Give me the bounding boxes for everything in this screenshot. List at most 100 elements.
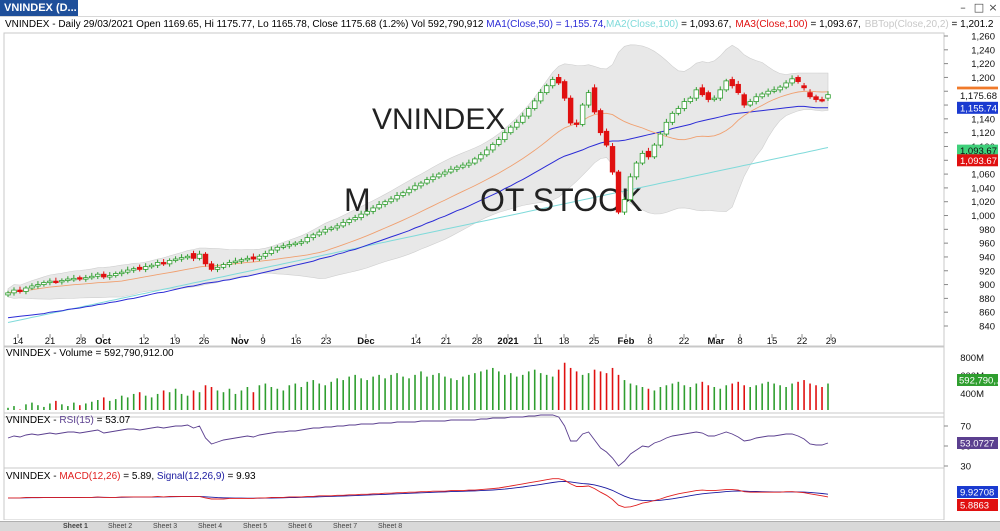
- candle-body: [508, 126, 514, 134]
- candle-body: [154, 262, 161, 266]
- price-badge: [957, 144, 998, 157]
- candle-body: [735, 83, 741, 94]
- sheet-tab[interactable]: Sheet 7: [333, 523, 358, 530]
- candle-body: [514, 121, 520, 128]
- date-tick-label: 28: [472, 336, 483, 347]
- macd-pane: [3, 467, 945, 520]
- candle-body: [358, 213, 364, 218]
- minimize-icon[interactable]: –: [960, 1, 966, 14]
- candle-body: [184, 255, 191, 259]
- candle-body: [65, 278, 71, 281]
- candle-body: [382, 201, 388, 205]
- candle-body: [549, 79, 556, 87]
- price-tick-label: 1,220: [971, 59, 995, 70]
- candle-body: [59, 280, 65, 283]
- price-badge-text: 1,093.67: [960, 156, 997, 167]
- candle-body: [5, 292, 11, 296]
- candle-body: [23, 287, 29, 292]
- date-tick-label: 14: [411, 336, 422, 347]
- candle-body: [77, 277, 83, 280]
- candle-body: [633, 162, 640, 178]
- candle-body: [376, 204, 382, 209]
- candle-body: [484, 149, 490, 156]
- watermark-line3: OT STOCK: [480, 182, 642, 218]
- candle-body: [95, 273, 101, 277]
- date-tick-label: 22: [797, 336, 808, 347]
- price-badge-text: 1,093.67: [960, 146, 997, 157]
- candle-body: [322, 228, 328, 233]
- candle-body: [232, 260, 239, 263]
- candle-body: [304, 237, 310, 243]
- candle-body: [310, 234, 316, 239]
- candle-body: [83, 277, 89, 280]
- candle-body: [711, 97, 717, 101]
- candle-body: [298, 241, 304, 244]
- candle-body: [406, 188, 412, 194]
- candle-body: [29, 285, 35, 289]
- price-tick-label: 1,200: [971, 73, 995, 84]
- candle-body: [651, 144, 658, 158]
- candle-body: [555, 77, 562, 84]
- date-tick-label: 16: [291, 336, 302, 347]
- candle-body: [214, 266, 221, 270]
- candle-body: [603, 130, 610, 146]
- date-tick-label: 14: [13, 336, 24, 347]
- date-tick-label: 28: [76, 336, 87, 347]
- candle-body: [172, 258, 179, 261]
- candle-body: [220, 264, 227, 268]
- candle-body: [813, 96, 819, 100]
- candle-body: [687, 97, 694, 102]
- candle-body: [675, 108, 682, 114]
- sheet-tab[interactable]: Sheet 1: [63, 523, 88, 530]
- candle-body: [579, 104, 586, 125]
- price-tick-label: 860: [979, 308, 995, 319]
- volume-badge-text: 592,790,...: [959, 376, 1000, 387]
- candle-body: [226, 262, 233, 265]
- sheet-tab[interactable]: Sheet 4: [198, 523, 223, 530]
- candle-body: [166, 260, 173, 265]
- candle-body: [490, 144, 496, 151]
- date-tick-label: 19: [170, 336, 181, 347]
- candle-body: [53, 280, 59, 284]
- chart-tab[interactable]: VNINDEX (D...: [0, 0, 78, 16]
- candle-body: [148, 264, 155, 268]
- candle-body: [771, 89, 777, 92]
- candle-body: [196, 253, 203, 259]
- macd-badge: [957, 486, 998, 498]
- price-badge: [957, 154, 998, 167]
- price-tick-label: 840: [979, 322, 995, 333]
- candle-body: [765, 90, 771, 95]
- candle-body: [292, 242, 298, 246]
- stock-chart[interactable]: VNINDEX - Daily 29/03/2021 Open 1169.65,…: [0, 16, 1000, 520]
- volume-pane: [3, 345, 945, 418]
- macd-label: VNINDEX - MACD(12,26) = 5.89, Signal(12,…: [6, 471, 256, 482]
- candle-body: [412, 185, 418, 190]
- sheet-tab[interactable]: Sheet 6: [288, 523, 313, 530]
- ma20-line: [7, 90, 829, 294]
- sheet-tab[interactable]: Sheet 3: [153, 523, 178, 530]
- candle-body: [71, 277, 77, 281]
- candle-body: [400, 192, 406, 196]
- candle-body: [286, 244, 293, 247]
- date-tick-label: Oct: [95, 336, 112, 347]
- restore-icon[interactable]: □: [973, 1, 985, 14]
- candle-body: [693, 89, 700, 99]
- candle-body: [89, 275, 95, 279]
- candle-body: [561, 81, 568, 99]
- candle-body: [454, 166, 460, 170]
- date-tick-label: Dec: [357, 336, 374, 347]
- price-tick-label: 980: [979, 225, 995, 236]
- candle-body: [532, 100, 538, 109]
- macd-badge2-text: 5.8863: [960, 501, 989, 512]
- sheet-tab[interactable]: Sheet 2: [108, 523, 133, 530]
- candle-body: [627, 176, 634, 201]
- candle-body: [130, 268, 137, 271]
- sheet-tab[interactable]: Sheet 8: [378, 523, 403, 530]
- signal-line: [8, 480, 829, 502]
- bollinger-band: [7, 44, 829, 300]
- sheet-tab[interactable]: Sheet 5: [243, 523, 268, 530]
- rsi-pane: [3, 412, 945, 469]
- candle-body: [208, 263, 215, 270]
- price-tick-label: 1,240: [971, 45, 995, 56]
- close-icon[interactable]: ×: [988, 1, 998, 14]
